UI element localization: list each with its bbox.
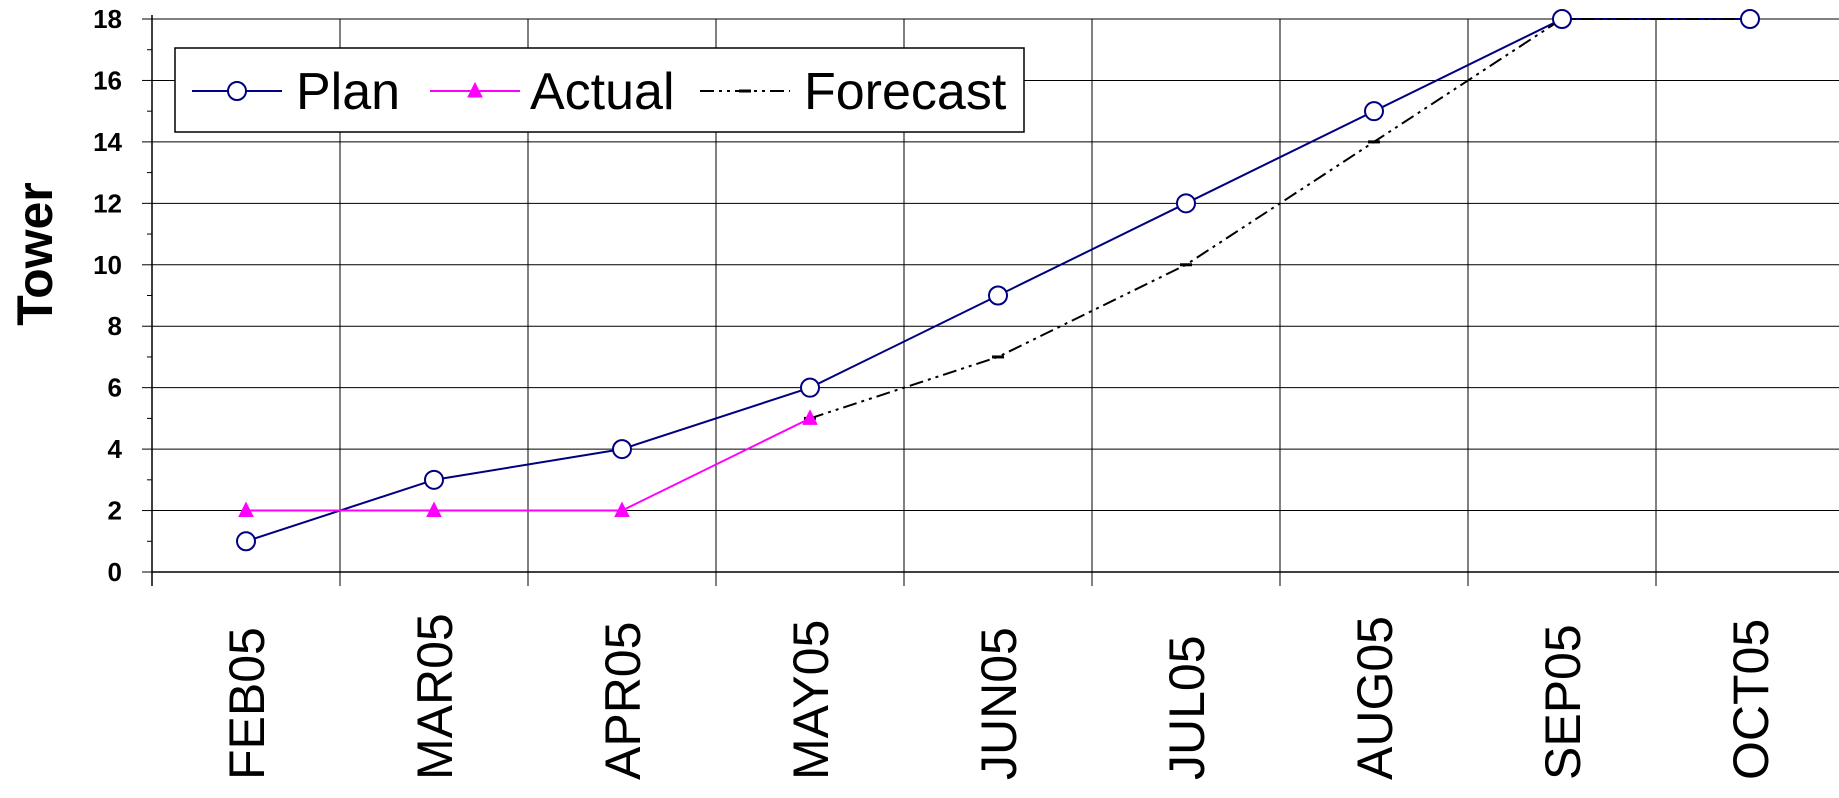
data-point-plan bbox=[1364, 101, 1384, 122]
data-point-plan bbox=[988, 285, 1008, 306]
series-line-forecast bbox=[809, 18, 1750, 420]
x-tick-label: MAR05 bbox=[407, 613, 463, 780]
y-tick-label: 0 bbox=[108, 557, 122, 587]
x-tick-label: SEP05 bbox=[1535, 624, 1591, 780]
x-tick-label: FEB05 bbox=[219, 627, 275, 780]
y-tick-label: 4 bbox=[108, 434, 123, 464]
y-tick-label: 6 bbox=[108, 373, 122, 403]
x-tick-label: APR05 bbox=[595, 622, 651, 780]
y-tick-label: 10 bbox=[93, 250, 122, 280]
y-tick-label: 8 bbox=[108, 311, 122, 341]
y-tick-label: 2 bbox=[108, 496, 122, 526]
data-point-plan bbox=[1176, 193, 1196, 214]
series-markers bbox=[236, 9, 1760, 552]
y-tick-label: 18 bbox=[93, 4, 122, 34]
data-point-actual bbox=[802, 409, 818, 425]
y-tick-label: 12 bbox=[93, 188, 122, 218]
series-line-actual bbox=[246, 417, 811, 512]
legend-marker-plan bbox=[227, 81, 247, 101]
legend-marker-actual bbox=[467, 81, 483, 98]
data-point-actual bbox=[238, 501, 254, 518]
legend-label-forecast: Forecast bbox=[804, 63, 1007, 121]
data-point-actual bbox=[614, 501, 630, 518]
data-point-plan bbox=[1552, 9, 1572, 29]
y-tick-label: 16 bbox=[93, 65, 122, 95]
y-tick-label: 14 bbox=[93, 127, 122, 157]
legend-box bbox=[174, 47, 1025, 133]
y-axis-title: Tower bbox=[7, 182, 63, 326]
x-tick-label: JUN05 bbox=[971, 627, 1027, 780]
data-point-plan bbox=[612, 439, 632, 460]
legend-label-plan: Plan bbox=[296, 63, 400, 121]
tick-labels: 0 2 4 6 8 10 12 14 16 18 FEB05 MAR05 APR05 MAY05 JUN05… bbox=[93, 4, 1779, 780]
data-point-plan bbox=[800, 377, 820, 398]
x-tick-label: AUG05 bbox=[1347, 616, 1403, 780]
legend-label-actual: Actual bbox=[530, 63, 675, 121]
data-point-plan bbox=[424, 469, 444, 490]
data-point-plan bbox=[1740, 9, 1760, 29]
axes bbox=[142, 15, 1839, 586]
x-tick-label: MAY05 bbox=[783, 620, 839, 780]
legend: Plan Actual Forecast bbox=[174, 47, 1025, 133]
data-point-plan bbox=[236, 531, 256, 552]
x-tick-label: JUL05 bbox=[1159, 635, 1215, 780]
x-tick-label: OCT05 bbox=[1723, 619, 1779, 780]
data-point-actual bbox=[426, 501, 442, 518]
